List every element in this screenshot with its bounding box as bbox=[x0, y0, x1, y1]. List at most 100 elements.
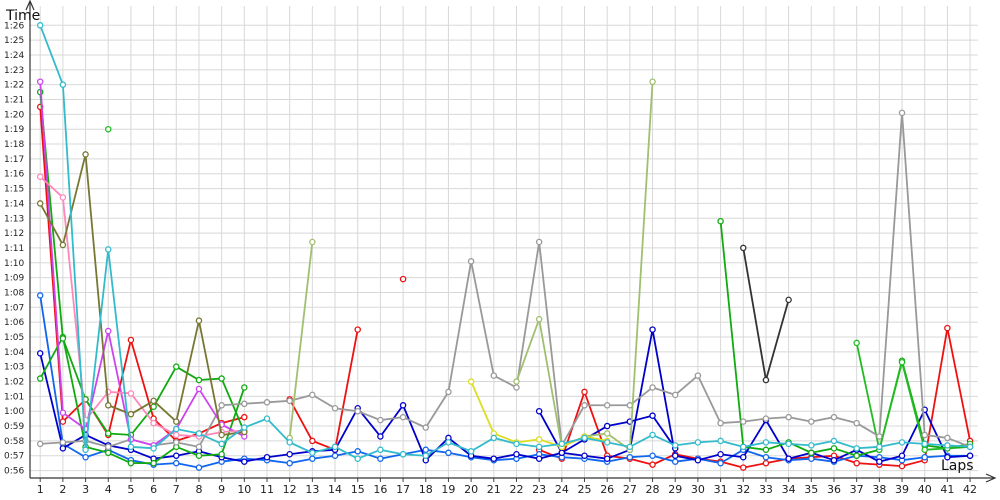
data-point bbox=[127, 410, 135, 418]
y-tick-label: 0:56 bbox=[4, 467, 24, 477]
data-point bbox=[309, 238, 316, 246]
data-point bbox=[876, 433, 883, 440]
y-tick-label: 1:06 bbox=[4, 318, 24, 328]
data-point bbox=[649, 452, 656, 459]
y-tick-label: 1:17 bbox=[4, 155, 24, 165]
y-tick-label: 1:12 bbox=[4, 229, 24, 239]
x-tick-label: 6 bbox=[150, 483, 157, 496]
data-point bbox=[36, 22, 44, 29]
data-point bbox=[173, 418, 180, 425]
data-point bbox=[104, 449, 112, 457]
series-line-group bbox=[104, 125, 112, 133]
x-tick-labels: 1 2 3 4 5 6 7 8 9 10 11 12 13 14 15 16 17 18 19 20 21 22 23 24 2… bbox=[37, 483, 977, 496]
data-point bbox=[59, 241, 67, 249]
data-point bbox=[626, 443, 634, 451]
data-point bbox=[127, 443, 135, 451]
data-point bbox=[535, 238, 543, 246]
data-point bbox=[603, 455, 611, 462]
data-point bbox=[671, 458, 679, 465]
data-point bbox=[195, 376, 203, 384]
data-point bbox=[876, 458, 883, 465]
x-tick-label: 10 bbox=[237, 483, 251, 496]
x-tick-label: 12 bbox=[283, 483, 297, 496]
y-tick-label: 1:03 bbox=[4, 363, 24, 373]
data-point bbox=[218, 431, 225, 439]
data-point bbox=[944, 324, 951, 332]
series-line bbox=[39, 336, 246, 465]
y-tick-label: 1:26 bbox=[4, 21, 24, 31]
x-tick-label: 41 bbox=[940, 483, 954, 496]
data-point bbox=[762, 446, 770, 454]
x-tick-label: 19 bbox=[441, 483, 455, 496]
data-point bbox=[808, 455, 815, 462]
data-point bbox=[286, 439, 293, 446]
y-tick-label: 1:14 bbox=[4, 199, 24, 209]
data-point bbox=[966, 452, 974, 459]
x-tick-label: 7 bbox=[173, 483, 180, 496]
data-point bbox=[173, 452, 180, 459]
x-tick-label: 38 bbox=[872, 483, 886, 496]
data-point bbox=[785, 413, 792, 421]
data-point bbox=[331, 452, 339, 459]
y-tick-label: 1:18 bbox=[4, 140, 24, 150]
data-point bbox=[173, 431, 180, 439]
x-tick-label: 8 bbox=[195, 483, 202, 496]
data-point bbox=[399, 275, 407, 283]
x-tick-label: 13 bbox=[305, 483, 319, 496]
y-tick-label: 1:20 bbox=[4, 110, 24, 120]
series-line-group bbox=[740, 244, 792, 384]
data-point bbox=[241, 400, 248, 408]
data-point bbox=[626, 453, 634, 461]
data-point bbox=[581, 452, 588, 459]
data-point bbox=[876, 443, 883, 451]
data-point bbox=[490, 434, 498, 442]
data-point bbox=[422, 446, 430, 454]
x-tick-label: 34 bbox=[782, 483, 796, 496]
data-point bbox=[649, 384, 656, 391]
data-point bbox=[898, 109, 906, 117]
x-tick-label: 3 bbox=[82, 483, 89, 496]
data-point bbox=[717, 459, 724, 467]
y-tick-label: 1:00 bbox=[4, 407, 24, 417]
x-tick-label: 35 bbox=[804, 483, 818, 496]
x-tick-label: 22 bbox=[509, 483, 523, 496]
data-point bbox=[740, 464, 747, 471]
x-tick-label: 21 bbox=[487, 483, 501, 496]
data-point bbox=[535, 315, 543, 323]
data-point bbox=[740, 443, 747, 451]
data-point bbox=[581, 402, 588, 409]
data-point bbox=[422, 452, 430, 459]
data-point bbox=[218, 375, 225, 382]
data-point bbox=[59, 194, 67, 201]
data-point bbox=[694, 439, 702, 446]
data-point bbox=[195, 317, 203, 324]
data-point bbox=[104, 246, 112, 253]
data-point bbox=[36, 350, 44, 357]
y-tick-label: 0:58 bbox=[4, 437, 24, 447]
data-point bbox=[830, 437, 838, 445]
data-point bbox=[195, 430, 203, 437]
data-point bbox=[82, 151, 89, 158]
data-point bbox=[490, 455, 498, 462]
x-tick-label: 37 bbox=[850, 483, 864, 496]
data-point bbox=[649, 412, 656, 419]
data-point bbox=[808, 449, 815, 457]
data-point bbox=[150, 419, 157, 427]
series-line-group bbox=[36, 109, 974, 451]
data-point bbox=[241, 413, 248, 421]
data-point bbox=[36, 200, 44, 207]
data-point bbox=[944, 442, 951, 449]
data-point bbox=[740, 453, 747, 461]
data-point bbox=[535, 443, 543, 451]
data-point bbox=[173, 439, 180, 446]
series-line bbox=[288, 241, 314, 439]
data-point bbox=[694, 372, 702, 379]
x-tick-label: 25 bbox=[578, 483, 592, 496]
series-line bbox=[719, 221, 971, 457]
y-tick-label: 1:11 bbox=[4, 244, 24, 254]
x-tick-label: 39 bbox=[895, 483, 909, 496]
data-point bbox=[127, 390, 135, 397]
y-tick-label: 1:01 bbox=[4, 392, 24, 402]
series-line bbox=[39, 92, 246, 436]
